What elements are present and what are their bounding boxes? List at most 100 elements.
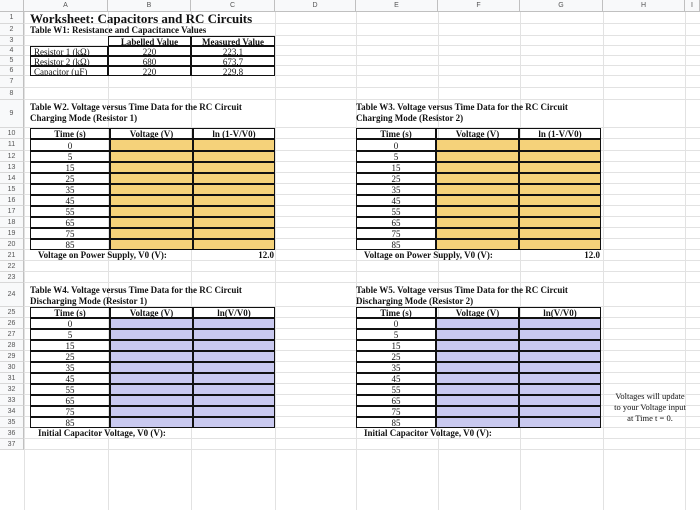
row-header[interactable]: 26: [0, 318, 24, 329]
w3-ln-cell[interactable]: [519, 184, 601, 195]
w2-voltage-cell[interactable]: [110, 195, 193, 206]
w3-time-cell[interactable]: 35: [356, 184, 436, 195]
w3-time-cell[interactable]: 85: [356, 239, 436, 250]
row-header[interactable]: 12: [0, 151, 24, 162]
row-header[interactable]: 23: [0, 272, 24, 283]
w5-time-cell[interactable]: 5: [356, 329, 436, 340]
w2-time-cell[interactable]: 85: [30, 239, 110, 250]
w4-voltage-cell[interactable]: [110, 395, 193, 406]
row-header[interactable]: 19: [0, 228, 24, 239]
row-header[interactable]: 21: [0, 250, 24, 261]
row-header[interactable]: 15: [0, 184, 24, 195]
w3-time-cell[interactable]: 25: [356, 173, 436, 184]
w3-time-cell[interactable]: 45: [356, 195, 436, 206]
w5-time-cell[interactable]: 75: [356, 406, 436, 417]
w5-ln-cell[interactable]: [519, 362, 601, 373]
w2-ln-cell[interactable]: [193, 173, 275, 184]
select-all-corner[interactable]: [0, 0, 24, 12]
w2-time-cell[interactable]: 5: [30, 151, 110, 162]
w2-voltage-cell[interactable]: [110, 162, 193, 173]
w5-ln-cell[interactable]: [519, 417, 601, 428]
w4-time-cell[interactable]: 15: [30, 340, 110, 351]
w4-time-cell[interactable]: 45: [30, 373, 110, 384]
w2-ln-cell[interactable]: [193, 162, 275, 173]
w2-time-cell[interactable]: 55: [30, 206, 110, 217]
w2-ln-cell[interactable]: [193, 239, 275, 250]
column-header[interactable]: B: [108, 0, 191, 12]
w5-ln-cell[interactable]: [519, 329, 601, 340]
w4-ln-cell[interactable]: [193, 318, 275, 329]
w1-labelled-value[interactable]: 680: [108, 56, 191, 66]
w3-voltage-cell[interactable]: [436, 184, 519, 195]
row-header[interactable]: 25: [0, 307, 24, 318]
w2-voltage-cell[interactable]: [110, 239, 193, 250]
row-header[interactable]: 9: [0, 100, 24, 128]
w3-time-cell[interactable]: 15: [356, 162, 436, 173]
row-header[interactable]: 17: [0, 206, 24, 217]
w4-ln-cell[interactable]: [193, 406, 275, 417]
w4-voltage-cell[interactable]: [110, 340, 193, 351]
w4-voltage-cell[interactable]: [110, 362, 193, 373]
w5-voltage-cell[interactable]: [436, 340, 519, 351]
w4-time-cell[interactable]: 35: [30, 362, 110, 373]
w5-time-cell[interactable]: 0: [356, 318, 436, 329]
w2-voltage-cell[interactable]: [110, 228, 193, 239]
row-header[interactable]: 14: [0, 173, 24, 184]
w4-voltage-cell[interactable]: [110, 318, 193, 329]
w4-ln-cell[interactable]: [193, 362, 275, 373]
w4-ln-cell[interactable]: [193, 329, 275, 340]
w4-voltage-cell[interactable]: [110, 329, 193, 340]
column-header[interactable]: I: [685, 0, 700, 12]
w3-ln-cell[interactable]: [519, 139, 601, 151]
w3-voltage-cell[interactable]: [436, 139, 519, 151]
w4-time-cell[interactable]: 65: [30, 395, 110, 406]
w4-voltage-cell[interactable]: [110, 406, 193, 417]
w3-voltage-cell[interactable]: [436, 228, 519, 239]
w5-ln-cell[interactable]: [519, 395, 601, 406]
w2-ln-cell[interactable]: [193, 139, 275, 151]
row-header[interactable]: 5: [0, 56, 24, 66]
w3-voltage-cell[interactable]: [436, 151, 519, 162]
w4-voltage-cell[interactable]: [110, 384, 193, 395]
row-header[interactable]: 35: [0, 417, 24, 428]
w4-ln-cell[interactable]: [193, 395, 275, 406]
w3-footer-value[interactable]: 12.0: [584, 250, 600, 260]
row-header[interactable]: 4: [0, 46, 24, 56]
w2-time-cell[interactable]: 25: [30, 173, 110, 184]
w3-time-cell[interactable]: 5: [356, 151, 436, 162]
row-header[interactable]: 29: [0, 351, 24, 362]
w5-ln-cell[interactable]: [519, 351, 601, 362]
w4-time-cell[interactable]: 75: [30, 406, 110, 417]
row-header[interactable]: 28: [0, 340, 24, 351]
w3-time-cell[interactable]: 65: [356, 217, 436, 228]
w5-voltage-cell[interactable]: [436, 384, 519, 395]
w3-voltage-cell[interactable]: [436, 239, 519, 250]
w5-ln-cell[interactable]: [519, 373, 601, 384]
w2-ln-cell[interactable]: [193, 217, 275, 228]
row-header[interactable]: 3: [0, 36, 24, 46]
w1-measured-value[interactable]: 229.8: [191, 66, 275, 76]
w3-ln-cell[interactable]: [519, 173, 601, 184]
row-header[interactable]: 2: [0, 24, 24, 36]
w3-voltage-cell[interactable]: [436, 206, 519, 217]
row-header[interactable]: 18: [0, 217, 24, 228]
w2-ln-cell[interactable]: [193, 206, 275, 217]
w4-voltage-cell[interactable]: [110, 373, 193, 384]
w3-time-cell[interactable]: 0: [356, 139, 436, 151]
w5-time-cell[interactable]: 15: [356, 340, 436, 351]
w2-time-cell[interactable]: 65: [30, 217, 110, 228]
row-header[interactable]: 31: [0, 373, 24, 384]
w3-ln-cell[interactable]: [519, 151, 601, 162]
w3-voltage-cell[interactable]: [436, 217, 519, 228]
column-header[interactable]: H: [603, 0, 685, 12]
w5-time-cell[interactable]: 45: [356, 373, 436, 384]
w2-ln-cell[interactable]: [193, 228, 275, 239]
w2-time-cell[interactable]: 35: [30, 184, 110, 195]
w3-voltage-cell[interactable]: [436, 173, 519, 184]
w3-ln-cell[interactable]: [519, 239, 601, 250]
w4-ln-cell[interactable]: [193, 351, 275, 362]
w5-ln-cell[interactable]: [519, 384, 601, 395]
row-header[interactable]: 33: [0, 395, 24, 406]
row-header[interactable]: 13: [0, 162, 24, 173]
w2-ln-cell[interactable]: [193, 195, 275, 206]
